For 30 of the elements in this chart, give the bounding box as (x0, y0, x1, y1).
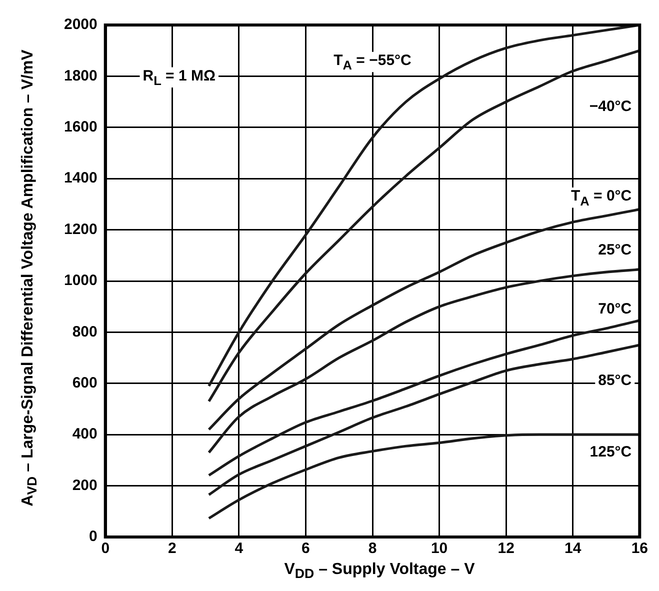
x-tick-label: 4 (234, 540, 244, 558)
x-tick-label: 10 (430, 540, 448, 558)
y-tick-label: 200 (72, 476, 98, 494)
line-series (208, 319, 640, 477)
series-label: 70°C (598, 300, 632, 318)
y-tick-label: 600 (72, 374, 98, 392)
x-tick-label: 16 (631, 540, 648, 558)
y-tick-label: 1600 (64, 118, 98, 136)
line-series (208, 344, 640, 496)
series-label: 25°C (598, 241, 632, 258)
y-tick-label: 0 (89, 528, 98, 546)
y-tick-label: 2000 (64, 16, 98, 34)
y-tick-label: 1400 (64, 170, 98, 187)
series-label: 125°C (590, 444, 632, 461)
y-tick-label: 1000 (64, 272, 98, 290)
x-tick-label: 8 (368, 540, 377, 558)
x-axis-title: V$_{DD}$ – Supply Voltage – V (283, 560, 476, 581)
x-tick-label: 2 (168, 540, 176, 558)
x-tick-label: 6 (302, 540, 310, 558)
line-series (208, 208, 640, 431)
series-label: 85°C (598, 372, 632, 389)
x-tick-label: 12 (498, 540, 514, 558)
x-tick-label: 14 (564, 540, 582, 558)
y-tick-label: 800 (72, 323, 98, 340)
text: −40°C (589, 98, 632, 116)
x-tick-label: 0 (101, 540, 110, 558)
y-tick-label: 400 (72, 426, 98, 443)
y-tick-label: 1200 (64, 220, 98, 238)
line-series (208, 433, 640, 520)
y-tick-label: 1800 (64, 67, 98, 84)
